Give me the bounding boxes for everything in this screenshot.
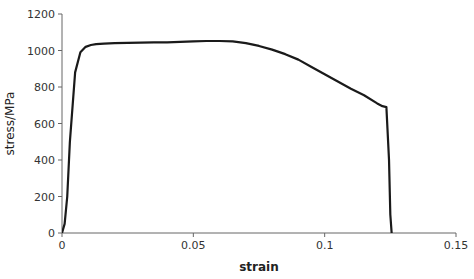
y-tick bbox=[58, 50, 62, 51]
x-tick bbox=[324, 233, 325, 237]
y-tick bbox=[58, 196, 62, 197]
y-tick bbox=[58, 14, 62, 15]
y-tick-label: 400 bbox=[34, 154, 55, 167]
y-tick bbox=[58, 123, 62, 124]
chart-container: 0 0.05 0.1 0.15 0 200 400 600 800 1000 1200 strain s… bbox=[0, 0, 474, 279]
y-tick bbox=[58, 233, 62, 234]
x-tick-label: 0.05 bbox=[181, 239, 206, 252]
x-tick bbox=[456, 233, 457, 237]
y-tick bbox=[58, 160, 62, 161]
x-axis-label: strain bbox=[239, 260, 279, 274]
y-tick-label: 1200 bbox=[27, 8, 55, 21]
y-tick-label: 0 bbox=[48, 227, 55, 240]
y-tick-label: 1000 bbox=[27, 45, 55, 58]
x-tick bbox=[193, 233, 194, 237]
x-tick-label: 0.15 bbox=[444, 239, 469, 252]
x-tick bbox=[62, 233, 63, 237]
x-tick-label: 0 bbox=[59, 239, 66, 252]
data-line bbox=[62, 41, 392, 233]
y-tick-label: 600 bbox=[34, 118, 55, 131]
x-tick-label: 0.1 bbox=[316, 239, 334, 252]
y-tick bbox=[58, 87, 62, 88]
plot-area bbox=[62, 41, 392, 233]
y-axis-label: stress/MPa bbox=[3, 92, 17, 156]
chart: 0 0.05 0.1 0.15 0 200 400 600 800 1000 1200 strain s… bbox=[0, 0, 474, 279]
y-tick-label: 800 bbox=[34, 81, 55, 94]
x-axis-line bbox=[62, 233, 456, 234]
y-tick-label: 200 bbox=[34, 191, 55, 204]
